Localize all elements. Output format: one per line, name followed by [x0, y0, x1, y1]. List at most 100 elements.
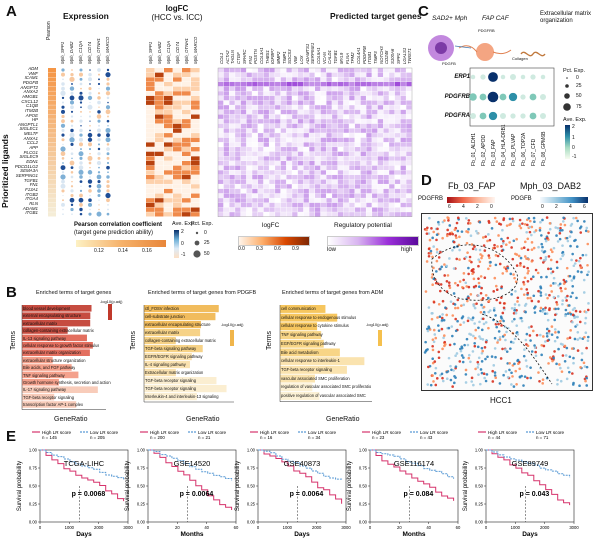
d-spot	[443, 340, 447, 344]
logfc-cell	[173, 128, 182, 133]
expression-dot	[96, 211, 102, 217]
target-cell	[366, 123, 372, 129]
target-cell	[337, 193, 344, 198]
expression-dot	[60, 123, 66, 128]
d-spot	[478, 335, 481, 338]
target-cell	[337, 109, 344, 115]
target-cell	[246, 91, 252, 96]
target-cell	[240, 119, 247, 124]
target-cell	[286, 188, 292, 194]
enrichment-bar	[144, 361, 190, 369]
d-spot	[534, 305, 537, 308]
target-cell	[383, 174, 389, 180]
logfc-cell	[146, 142, 155, 147]
logfc-cell	[146, 202, 155, 208]
target-cell	[400, 174, 406, 180]
logfc-cell	[182, 212, 191, 217]
enrichment-bar	[280, 365, 347, 374]
logfc-cell	[146, 198, 155, 203]
d-spot	[515, 237, 518, 241]
term-label: Interleukin-4 and interleukin-13 signali…	[145, 394, 219, 399]
target-cell	[235, 193, 241, 198]
d-spot	[496, 341, 499, 344]
d-spot	[431, 236, 434, 240]
target-cell	[229, 119, 235, 124]
d-spot	[453, 303, 457, 306]
d-spot	[547, 231, 550, 235]
d-region-outline	[481, 313, 553, 385]
target-cell	[360, 123, 366, 129]
d-spot	[554, 307, 558, 311]
c-dot	[520, 74, 526, 80]
d-spot	[458, 280, 462, 283]
target-cell	[320, 114, 327, 119]
c-label-collagen: Collagen	[512, 56, 528, 61]
target-cell	[303, 95, 309, 101]
target-cell	[252, 77, 258, 82]
target-cell	[366, 184, 372, 189]
target-cell	[269, 151, 275, 157]
d-spot	[529, 277, 533, 281]
target-cell	[223, 165, 230, 170]
target-cell	[303, 128, 309, 133]
target-cell	[280, 77, 287, 82]
target-cell	[218, 109, 224, 115]
d-spot	[431, 357, 434, 361]
expression-dot	[70, 119, 74, 123]
target-cell	[389, 193, 395, 198]
d-spot	[467, 266, 470, 270]
target-cell	[377, 100, 384, 105]
enrichment-bar	[144, 345, 203, 353]
target-cell	[246, 170, 252, 175]
target-cell	[349, 188, 355, 194]
expression-dot	[88, 72, 92, 77]
d-spot	[477, 373, 480, 376]
target-cell	[223, 207, 230, 212]
target-cell	[229, 91, 235, 96]
expression-dot	[80, 106, 82, 109]
target-cell	[389, 147, 395, 152]
target-cell	[406, 151, 412, 157]
target-cell	[275, 100, 281, 105]
d-spot	[541, 261, 545, 264]
d-spot	[572, 275, 576, 279]
logfc-cell	[155, 193, 164, 198]
target-cell	[263, 133, 269, 138]
target-cell	[292, 123, 298, 129]
target-cell	[223, 123, 230, 129]
target-cell	[252, 100, 258, 105]
d-spot	[526, 223, 529, 227]
d-spot	[486, 296, 490, 300]
target-cell	[366, 207, 372, 212]
target-cell	[349, 184, 355, 189]
logfc-cell	[155, 72, 164, 77]
target-cell	[332, 109, 338, 115]
target-cell	[218, 179, 224, 184]
target-cell	[286, 114, 292, 119]
d-spot	[526, 248, 530, 252]
d-spot	[525, 343, 528, 346]
logfc-cell	[155, 81, 164, 87]
d-spot	[454, 234, 458, 237]
target-cell	[235, 165, 241, 170]
target-cell	[315, 142, 321, 147]
target-cell	[257, 137, 264, 143]
target-cell	[275, 151, 281, 157]
target-cell	[218, 193, 224, 198]
target-cell	[252, 81, 258, 87]
d-spot	[464, 216, 468, 220]
logfc-cell	[155, 105, 164, 110]
logfc-cell	[182, 174, 191, 180]
target-cell	[292, 142, 298, 147]
d-spot	[580, 358, 584, 362]
term-label: Growth hormone synthesis, secretion and …	[23, 380, 111, 385]
d-spot	[522, 280, 525, 284]
target-cell	[337, 174, 344, 180]
expression-dot	[62, 78, 64, 81]
target-cell	[235, 105, 241, 110]
target-cell	[223, 133, 230, 138]
expression-dot	[79, 133, 83, 137]
d-spot	[522, 293, 526, 296]
d-spot	[471, 247, 475, 251]
target-cell	[229, 81, 235, 87]
